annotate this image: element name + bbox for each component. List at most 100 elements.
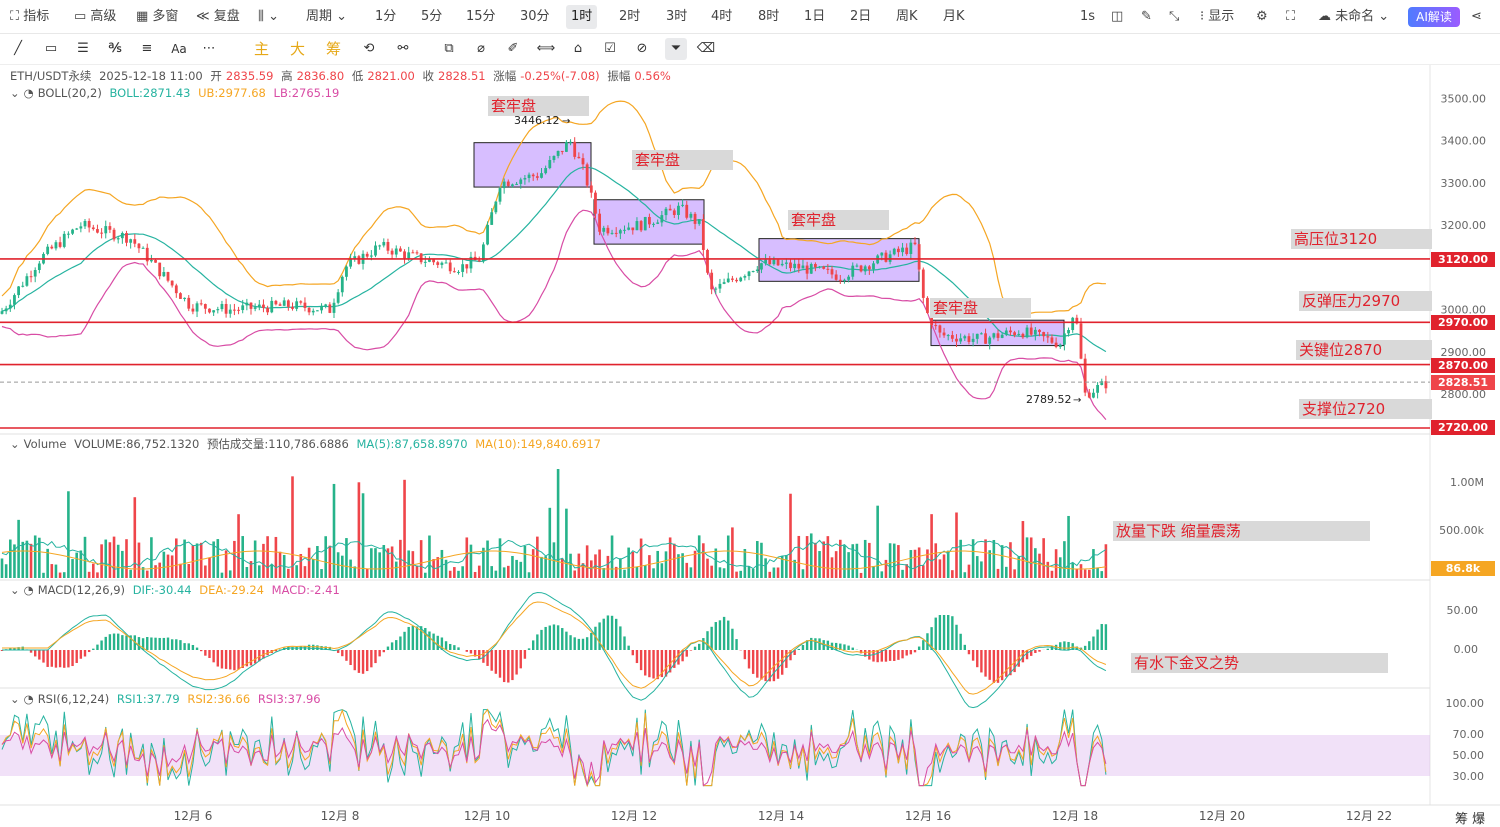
macd-bar: [714, 622, 717, 650]
macd-bar: [652, 650, 655, 679]
period-8时[interactable]: 8时: [758, 9, 780, 24]
chevron-icon[interactable]: ⌄: [10, 86, 20, 100]
consolidation-box: [758, 238, 920, 282]
macd-bar: [747, 650, 751, 669]
candle-body: [822, 266, 826, 269]
volume-bar: [62, 572, 66, 578]
candle-body: [407, 252, 411, 259]
period-4时[interactable]: 4时: [711, 9, 733, 24]
parallel-lines-icon[interactable]: ☰: [77, 41, 89, 56]
candle-body: [378, 245, 382, 247]
hide-icon[interactable]: ⊘: [636, 41, 648, 56]
copy-icon[interactable]: ⧉: [444, 41, 454, 56]
fib-icon[interactable]: ℁: [108, 41, 122, 56]
expand-icon[interactable]: ⛶: [1286, 9, 1296, 24]
more-icon[interactable]: ⋯: [202, 41, 216, 56]
macd-bar: [361, 650, 365, 674]
close-label: 收: [422, 69, 435, 83]
indicators-button[interactable]: ⛶ 指标: [10, 9, 50, 24]
period-label: 周期: [306, 9, 333, 24]
bell-icon[interactable]: ◔: [23, 692, 34, 706]
camera-icon[interactable]: ◫: [1111, 9, 1124, 24]
candle-body: [75, 228, 79, 230]
chip-button[interactable]: 筹: [326, 40, 342, 58]
high-label: 高: [281, 69, 293, 83]
macd-bar: [478, 650, 481, 660]
volume-bar: [278, 551, 282, 578]
bell-icon[interactable]: ◔: [23, 583, 34, 597]
volume-bar: [220, 572, 224, 578]
candle-body: [482, 244, 485, 262]
main-indicator-button[interactable]: 主: [254, 40, 270, 58]
candle-body: [668, 208, 672, 211]
volume-bar: [365, 568, 369, 578]
corner-tools[interactable]: 筹 爆: [1455, 812, 1486, 827]
lock-icon[interactable]: ⌂: [573, 41, 583, 56]
period-5分[interactable]: 5分: [421, 9, 443, 24]
share-icon[interactable]: ⋖: [1471, 9, 1482, 24]
period-月K[interactable]: 月K: [943, 9, 965, 24]
macd-bar: [639, 650, 643, 671]
period-1时[interactable]: 1时: [566, 5, 598, 29]
candle-body: [386, 241, 390, 251]
magnet-icon[interactable]: ⚯: [397, 41, 409, 56]
big-order-button[interactable]: 大: [290, 40, 306, 58]
volume-bar: [876, 505, 879, 578]
date-axis-label: 12月 12: [611, 809, 657, 823]
trash-icon[interactable]: ⌫: [696, 41, 716, 56]
period-button[interactable]: 周期 ⌄: [306, 0, 347, 34]
trendline-icon[interactable]: ╱: [14, 41, 22, 56]
macd-bar: [743, 650, 747, 660]
measure-icon[interactable]: ⟺: [536, 41, 556, 56]
chart-type-button[interactable]: ⫼ ⌄: [258, 0, 279, 34]
rectangle-icon[interactable]: ▭: [44, 41, 58, 56]
period-3时[interactable]: 3时: [666, 9, 688, 24]
boll-legend[interactable]: ⌄ ◔ BOLL(20,2) BOLL:2871.43 UB:2977.68 LB:…: [10, 86, 343, 100]
macd-bar: [336, 650, 340, 653]
period-30分[interactable]: 30分: [520, 9, 550, 24]
volume-bar: [108, 542, 112, 578]
candle-body: [639, 221, 643, 231]
brush-icon[interactable]: ✐: [507, 41, 519, 56]
period-周K[interactable]: 周K: [896, 9, 918, 24]
rsi-legend[interactable]: ⌄ ◔ RSI(6,12,24) RSI1:37.79 RSI2:36.66 RSI…: [10, 692, 325, 706]
chevron-icon[interactable]: ⌄: [10, 583, 20, 597]
chevron-icon[interactable]: ⌄: [10, 437, 20, 451]
template-icon[interactable]: ☑: [604, 41, 616, 56]
drawing-mode-icon[interactable]: ⟲: [363, 41, 375, 56]
period-15分[interactable]: 15分: [466, 9, 496, 24]
horizontal-lines-icon[interactable]: ≡: [141, 41, 153, 56]
macd-bar: [689, 650, 693, 651]
volume-bar: [922, 565, 925, 578]
candle-body: [1067, 330, 1070, 334]
filter-icon[interactable]: ⏷: [665, 38, 687, 60]
display-button[interactable]: ⁝ 显示: [1200, 9, 1235, 24]
text-tool-icon[interactable]: Aa: [171, 42, 187, 56]
chevron-icon[interactable]: ⌄: [10, 692, 20, 706]
candle-body: [917, 244, 921, 270]
period-1分[interactable]: 1分: [375, 9, 397, 24]
pen-icon[interactable]: ✎: [1141, 9, 1152, 24]
volume-bars: [0, 469, 1108, 578]
period-1日[interactable]: 1日: [804, 9, 826, 24]
multi-window-button[interactable]: ▦ 多窗: [136, 9, 179, 24]
volume-bar: [100, 544, 103, 578]
bell-icon[interactable]: ◔: [23, 86, 34, 100]
advanced-button[interactable]: ▭ 高级: [74, 9, 117, 24]
refresh-rate-button[interactable]: 1s: [1080, 9, 1096, 24]
layout-button[interactable]: ☁ 未命名 ⌄: [1318, 0, 1389, 34]
volume-legend[interactable]: ⌄ Volume VOLUME:86,752.1320 预估成交量:110,786…: [10, 436, 605, 452]
candle-body: [872, 263, 875, 270]
main-chart[interactable]: 3500.00 3400.00 3300.00 3200.00 3000.00 2900.…: [0, 65, 1500, 827]
fullscreen-exit-icon[interactable]: ⤡: [1169, 9, 1180, 24]
replay-button[interactable]: ≪ 复盘: [196, 9, 240, 24]
settings-icon[interactable]: ⚙: [1256, 9, 1268, 24]
volume-bar: [394, 561, 398, 578]
candle-body: [390, 250, 394, 255]
candle-body: [316, 310, 319, 312]
period-2时[interactable]: 2时: [619, 9, 641, 24]
eraser-icon[interactable]: ⌀: [477, 41, 485, 56]
macd-legend[interactable]: ⌄ ◔ MACD(12,26,9) DIF:-30.44 DEA:-29.24 MA…: [10, 583, 344, 597]
period-2日[interactable]: 2日: [850, 9, 872, 24]
ai-interpret-button[interactable]: AI解读: [1408, 7, 1460, 27]
